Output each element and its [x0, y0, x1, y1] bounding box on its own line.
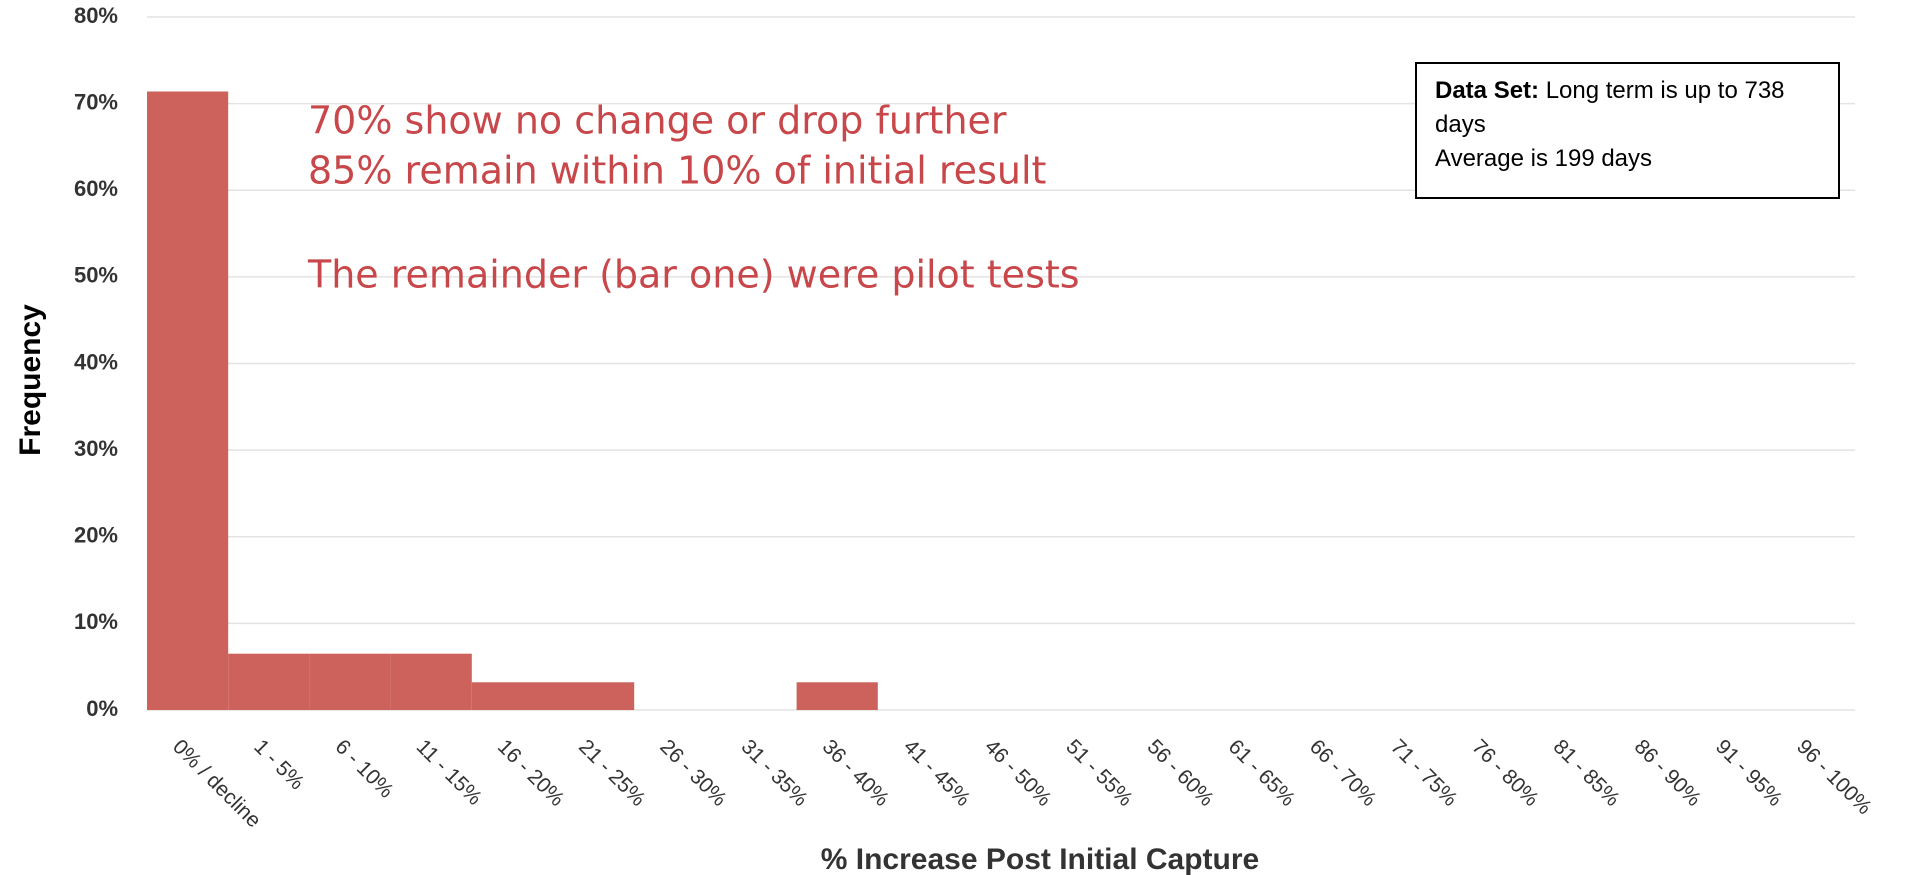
- y-tick-label: 20%: [74, 523, 118, 548]
- x-tick-label: 71 - 75%: [1386, 735, 1462, 811]
- y-tick-label: 70%: [74, 89, 118, 114]
- x-tick-label: 41 - 45%: [899, 735, 975, 811]
- y-tick-label: 10%: [74, 609, 118, 634]
- x-tick-label: 51 - 55%: [1061, 735, 1137, 811]
- x-tick-label: 36 - 40%: [818, 735, 894, 811]
- y-tick-label: 40%: [74, 349, 118, 374]
- y-axis-title: Frequency: [14, 304, 47, 456]
- x-axis-title: % Increase Post Initial Capture: [821, 843, 1259, 875]
- info-box: Data Set: Long term is up to 738 days Av…: [1415, 62, 1840, 199]
- x-tick-label: 21 - 25%: [574, 735, 650, 811]
- x-tick-label: 46 - 50%: [980, 735, 1056, 811]
- x-tick-label: 56 - 60%: [1143, 735, 1219, 811]
- bar: [796, 682, 878, 710]
- y-tick-label: 0%: [86, 696, 118, 721]
- info-box-line: Long term is up to 738 days: [1435, 77, 1785, 138]
- x-tick-label: 11 - 15%: [412, 735, 487, 810]
- x-tick-label: 91 - 95%: [1711, 735, 1787, 811]
- bar: [309, 653, 391, 710]
- x-tick-label: 26 - 30%: [655, 735, 731, 811]
- bar: [471, 682, 553, 710]
- x-tick-label: 16 - 20%: [493, 735, 569, 811]
- bar: [553, 682, 635, 710]
- annotation: 85% remain within 10% of initial result: [308, 149, 1046, 193]
- y-tick-label: 80%: [74, 3, 118, 28]
- y-tick-label: 60%: [74, 176, 118, 201]
- info-box-line: Average is 199 days: [1435, 145, 1653, 172]
- bar: [390, 653, 472, 710]
- x-tick-label: 1 - 5%: [249, 735, 308, 794]
- x-tick-label: 66 - 70%: [1305, 735, 1381, 811]
- annotation: 70% show no change or drop further: [308, 99, 1007, 143]
- y-tick-label: 30%: [74, 436, 118, 461]
- x-tick-label: 76 - 80%: [1467, 735, 1543, 811]
- bar: [228, 653, 310, 710]
- x-tick-label: 61 - 65%: [1224, 735, 1300, 811]
- x-tick-label: 81 - 85%: [1549, 735, 1625, 811]
- y-tick-label: 50%: [74, 263, 118, 288]
- x-tick-label: 6 - 10%: [331, 735, 398, 802]
- x-tick-label: 86 - 90%: [1630, 735, 1706, 811]
- bar: [147, 91, 229, 710]
- info-box-title: Data Set:: [1435, 77, 1540, 104]
- x-tick-label: 31 - 35%: [737, 735, 813, 811]
- annotation: The remainder (bar one) were pilot tests: [307, 253, 1080, 297]
- x-tick-label: 96 - 100%: [1792, 735, 1876, 819]
